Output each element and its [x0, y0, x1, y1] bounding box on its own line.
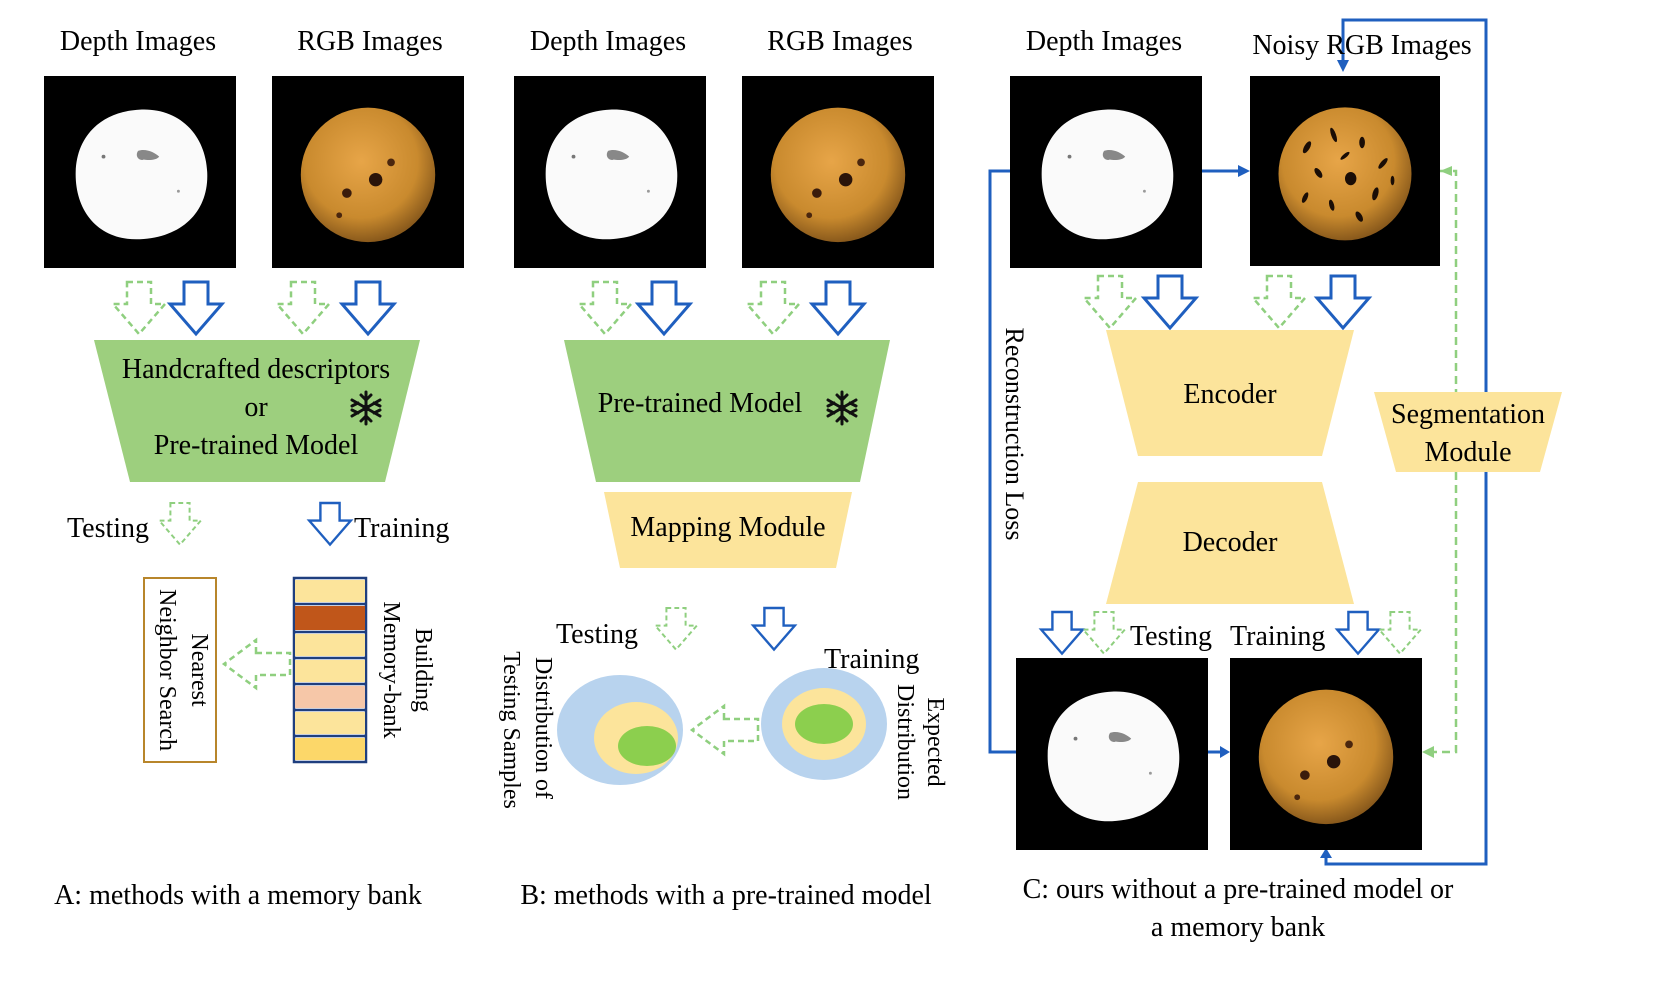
- panel-c-testing-label: Testing: [1130, 621, 1212, 652]
- panel-b-testing-label: Testing: [556, 619, 638, 650]
- testing-arrow: [111, 280, 167, 336]
- mapping-label: Mapping Module: [630, 512, 825, 543]
- training-arrow: [1315, 274, 1371, 330]
- testing-arrow: [158, 501, 202, 546]
- reconstructed-depth-image: [1016, 658, 1208, 850]
- extractor-line2: or: [244, 392, 268, 423]
- encoder-block: [1106, 330, 1354, 456]
- testing-arrow: [1378, 610, 1422, 655]
- expected-distribution: [761, 668, 887, 780]
- panel-a-testing-label: Testing: [67, 513, 149, 544]
- panel-a-depth-image: [44, 76, 236, 268]
- seg-line2: Module: [1424, 437, 1511, 468]
- panel-c-depth-label: Depth Images: [1026, 26, 1182, 57]
- training-arrow: [168, 280, 224, 336]
- panel-c-training-label: Training: [1230, 621, 1325, 652]
- mapping-module-block: [604, 492, 852, 568]
- decoder-block: [1106, 482, 1354, 604]
- panel-a-depth-label: Depth Images: [60, 26, 216, 57]
- training-arrow: [810, 280, 866, 336]
- panel-b-caption: B: methods with a pre-trained model: [520, 880, 932, 911]
- reconstruction-loss-line: [988, 169, 1016, 754]
- training-arrow: [1142, 274, 1198, 330]
- mb-line1: Building: [410, 628, 436, 712]
- decoder-label: Decoder: [1183, 527, 1279, 558]
- testing-arrow: [275, 280, 331, 336]
- testing-arrow: [745, 280, 801, 336]
- panel-a-rgb-image: [272, 76, 464, 268]
- reconstructed-rgb-image: [1230, 658, 1422, 850]
- exp-dist-line2: Distribution: [892, 684, 918, 800]
- panel-a-rgb-label: RGB Images: [297, 26, 442, 57]
- memory-bank: [292, 576, 368, 764]
- panel-b-depth-image: [514, 76, 706, 268]
- panel-a: Depth Images RGB Images Handcrafted desc…: [44, 26, 464, 911]
- testing-arrow: [577, 280, 633, 336]
- extractor-line3: Pre-trained Model: [154, 430, 359, 461]
- model-label: Pre-trained Model: [598, 388, 803, 419]
- panel-a-training-label: Training: [354, 513, 449, 544]
- training-arrow: [752, 606, 796, 651]
- panel-b-depth-label: Depth Images: [530, 26, 686, 57]
- nn-line2: Neighbor Search: [154, 589, 180, 751]
- testing-arrow: [1082, 274, 1138, 330]
- panel-a-caption: A: methods with a memory bank: [54, 880, 422, 911]
- nn-line1: Nearest: [186, 633, 212, 707]
- segmentation-module-block: [1374, 392, 1562, 472]
- panel-b-rgb-image: [742, 76, 934, 268]
- testing-arrow: [690, 704, 760, 756]
- test-dist-line1: Distribution of: [530, 657, 556, 799]
- testing-distribution: [557, 675, 683, 785]
- feature-extractor-block: [94, 340, 420, 482]
- seg-line1: Segmentation: [1391, 399, 1545, 430]
- testing-arrow: [222, 638, 292, 690]
- testing-arrow: [654, 606, 698, 651]
- exp-dist-line1: Expected: [922, 697, 948, 786]
- training-arrow: [308, 501, 352, 546]
- panel-c-noisy-label: Noisy RGB Images: [1252, 30, 1471, 61]
- nearest-neighbor-box: [143, 577, 217, 763]
- panel-c-caption-line1: C: ours without a pre-trained model or: [1023, 874, 1454, 905]
- pretrained-model-block: [564, 340, 890, 482]
- panel-c-caption-line2: a memory bank: [1151, 912, 1325, 943]
- panel-b: Depth Images RGB Images Pre-trained Mode…: [498, 26, 948, 911]
- training-arrow: [1335, 610, 1381, 655]
- testing-arrow: [1251, 274, 1307, 330]
- testing-arrow: [1082, 610, 1126, 655]
- mb-line2: Memory-bank: [378, 601, 404, 738]
- encoder-label: Encoder: [1183, 379, 1277, 410]
- training-arrow: [340, 280, 396, 336]
- training-arrow: [636, 280, 692, 336]
- recon-label: Reconstruction Loss: [1000, 327, 1029, 540]
- panel-c: Depth Images Noisy RGB Images Reconstruc…: [988, 18, 1562, 943]
- panel-c-depth-image: [1010, 76, 1202, 268]
- training-arrow: [1039, 610, 1085, 655]
- extractor-line1: Handcrafted descriptors: [122, 354, 390, 385]
- panel-b-rgb-label: RGB Images: [767, 26, 912, 57]
- test-dist-line2: Testing Samples: [498, 651, 524, 809]
- panel-c-noisy-image: [1250, 76, 1440, 266]
